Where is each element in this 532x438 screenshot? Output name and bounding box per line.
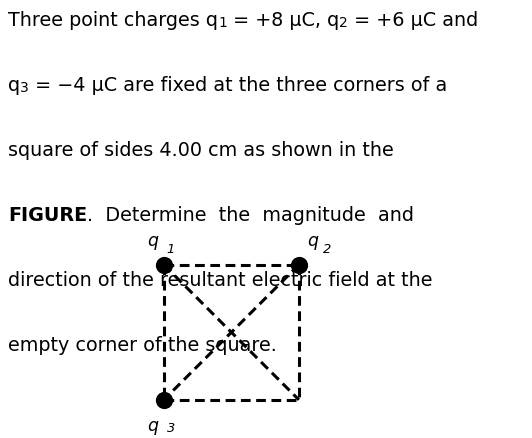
Text: q: q	[147, 416, 159, 434]
Point	[160, 261, 168, 268]
Text: q: q	[307, 231, 318, 249]
Text: 1: 1	[167, 243, 175, 256]
Text: = +8 μC, q: = +8 μC, q	[227, 11, 339, 30]
Text: 2: 2	[339, 16, 348, 30]
Text: 2: 2	[323, 243, 331, 256]
Text: empty corner of the square.: empty corner of the square.	[8, 335, 277, 354]
Text: = +6 μC and: = +6 μC and	[348, 11, 478, 30]
Text: FIGURE: FIGURE	[8, 205, 87, 224]
Text: 1: 1	[218, 16, 227, 30]
Text: 3: 3	[167, 421, 175, 434]
Text: 3: 3	[20, 81, 29, 95]
Text: direction of the resultant electric field at the: direction of the resultant electric fiel…	[8, 270, 433, 289]
Point	[295, 261, 303, 268]
Text: q: q	[8, 76, 20, 95]
Text: .  Determine  the  magnitude  and: . Determine the magnitude and	[87, 205, 414, 224]
Text: square of sides 4.00 cm as shown in the: square of sides 4.00 cm as shown in the	[8, 141, 394, 159]
Text: = −4 μC are fixed at the three corners of a: = −4 μC are fixed at the three corners o…	[29, 76, 447, 95]
Point	[160, 396, 168, 403]
Text: Three point charges q: Three point charges q	[8, 11, 218, 30]
Text: q: q	[147, 231, 159, 249]
